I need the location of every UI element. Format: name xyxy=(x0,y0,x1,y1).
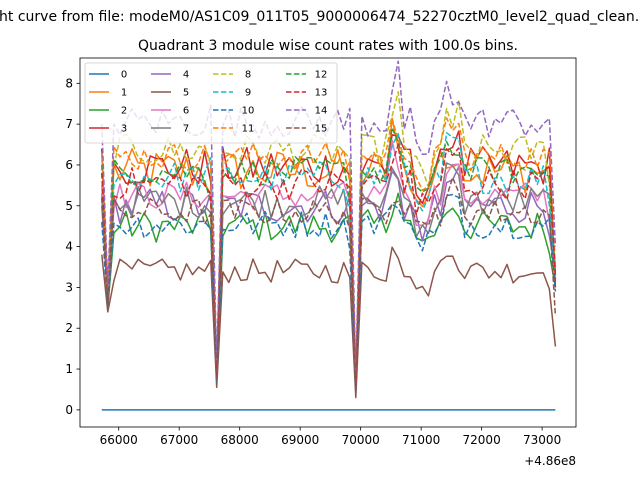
chart-title: Quadrant 3 module wise count rates with … xyxy=(138,38,518,54)
series-line-5 xyxy=(101,246,557,399)
series-line-11 xyxy=(101,117,557,382)
y-tick-label: 1 xyxy=(65,362,73,376)
legend-label-15: 15 xyxy=(315,124,328,135)
plot-area: 66000 67000 68000 69000 70000 71000 72000 73000… xyxy=(65,57,577,447)
legend-label-4: 4 xyxy=(183,70,189,81)
y-tick-label: 7 xyxy=(65,117,73,131)
y-tick-label: 0 xyxy=(65,403,73,417)
legend-label-11: 11 xyxy=(242,124,255,135)
y-tick-label: 4 xyxy=(65,240,73,254)
legend-label-7: 7 xyxy=(183,124,189,135)
legend-label-6: 6 xyxy=(183,106,189,117)
y-tick-label: 6 xyxy=(65,158,73,172)
legend-label-5: 5 xyxy=(183,88,189,99)
x-tick-label: 67000 xyxy=(160,433,198,447)
x-tick-label: 69000 xyxy=(281,433,319,447)
y-tick-label: 8 xyxy=(65,76,73,90)
axes-frame xyxy=(79,57,577,428)
legend-label-3: 3 xyxy=(121,124,127,135)
y-tick-label: 5 xyxy=(65,199,73,213)
series-line-12 xyxy=(101,127,557,384)
legend-label-10: 10 xyxy=(242,106,255,117)
y-tick-label: 3 xyxy=(65,280,73,294)
legend-label-1: 1 xyxy=(121,88,127,99)
legend-label-12: 12 xyxy=(315,70,328,81)
legend-label-0: 0 xyxy=(121,70,127,81)
legend-label-9: 9 xyxy=(245,88,251,99)
figure-suptitle: Light curve from file: modeM0/AS1C09_011… xyxy=(0,9,640,25)
legend-box xyxy=(84,62,338,144)
series-line-9 xyxy=(101,132,557,385)
legend-label-14: 14 xyxy=(315,106,328,117)
series-line-8 xyxy=(101,91,557,381)
series-lines xyxy=(101,60,557,411)
legend-label-8: 8 xyxy=(245,70,251,81)
series-line-7 xyxy=(101,162,557,388)
x-tick-label: 70000 xyxy=(342,433,380,447)
series-line-10 xyxy=(101,193,557,392)
x-axis-offset-label: +4.86e8 xyxy=(524,454,576,468)
series-line-2 xyxy=(101,192,557,392)
series-line-15 xyxy=(101,176,557,390)
x-tick-label: 66000 xyxy=(100,433,138,447)
series-line-3 xyxy=(101,130,557,383)
legend-label-2: 2 xyxy=(121,106,127,117)
series-line-13 xyxy=(101,143,557,386)
legend-label-13: 13 xyxy=(315,88,328,99)
x-tick-label: 72000 xyxy=(463,433,501,447)
x-tick-label: 71000 xyxy=(402,433,440,447)
x-tick-label: 73000 xyxy=(523,433,561,447)
y-tick-label: 2 xyxy=(65,321,73,335)
x-tick-label: 68000 xyxy=(221,433,259,447)
